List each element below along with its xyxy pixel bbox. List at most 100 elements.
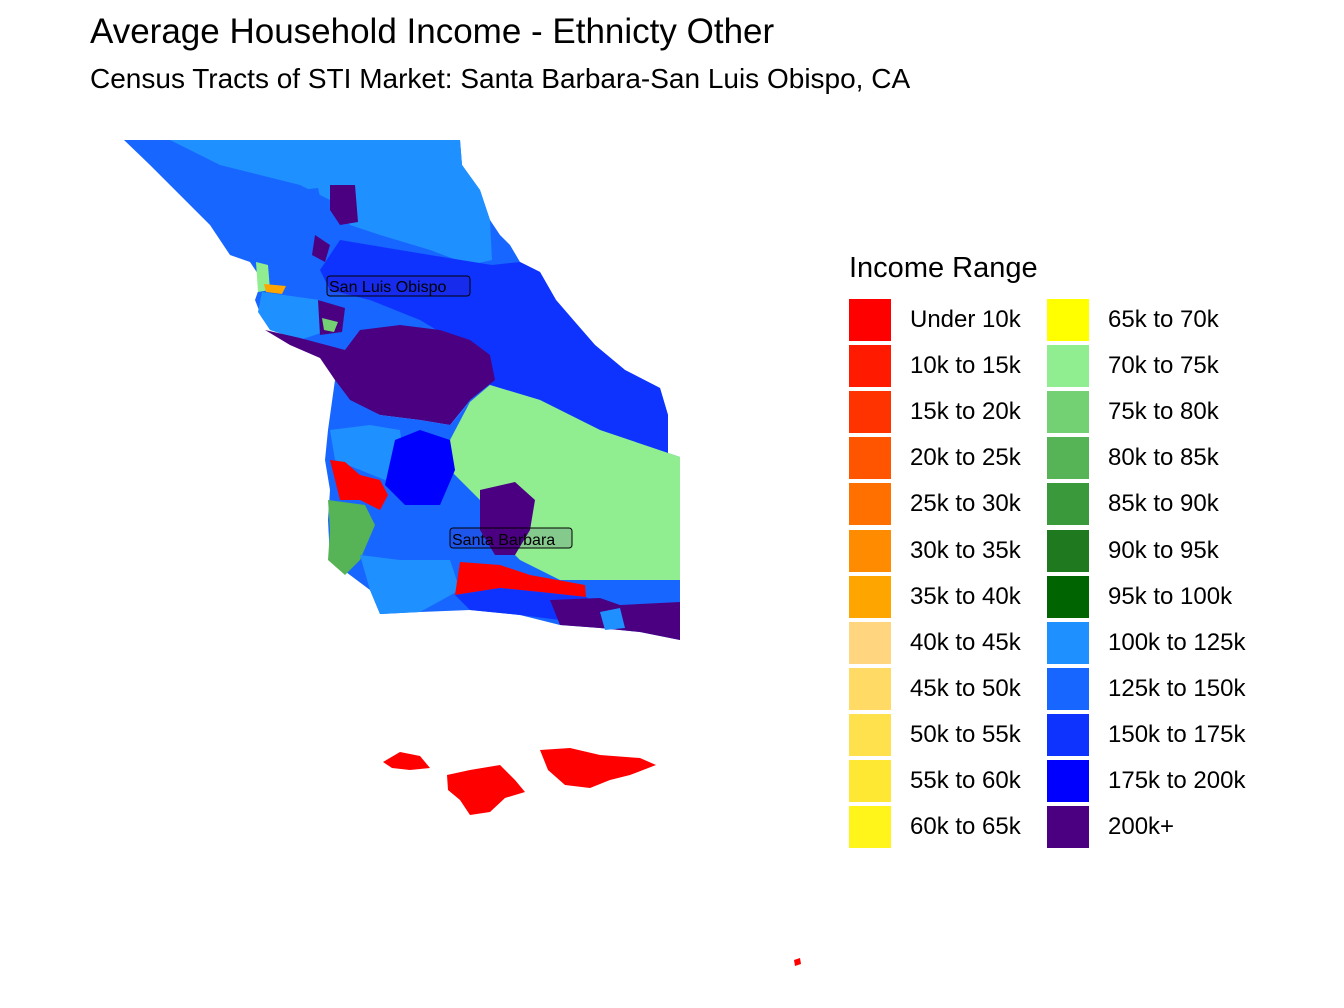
tract-lompoc-south (360, 555, 460, 614)
legend-swatch (849, 437, 891, 480)
legend-label: 125k to 150k (1108, 674, 1246, 702)
legend-label: Under 10k (910, 306, 1021, 334)
legend-item: 40k to 45k (849, 620, 1047, 666)
legend-swatch (1047, 529, 1089, 572)
tract-morro-bay (264, 284, 286, 294)
island-santa-rosa (447, 765, 525, 815)
legend-item: 35k to 40k (849, 574, 1047, 620)
legend-swatch (1047, 483, 1089, 526)
legend-swatch (849, 621, 891, 664)
legend-swatch (849, 575, 891, 618)
legend-swatch (849, 759, 891, 802)
legend-label: 25k to 30k (910, 490, 1021, 518)
tract-paso-robles (330, 185, 358, 225)
legend-label: 85k to 90k (1108, 490, 1219, 518)
svg-text:Santa Barbara: Santa Barbara (452, 532, 555, 549)
legend-swatch (849, 806, 891, 849)
legend-swatch (1047, 667, 1089, 710)
legend-label: 75k to 80k (1108, 398, 1219, 426)
legend-item: 65k to 70k (1047, 297, 1245, 343)
legend-label: 40k to 45k (910, 628, 1021, 656)
island-san-miguel (383, 752, 430, 770)
legend-item: 45k to 50k (849, 666, 1047, 712)
legend-label: 200k+ (1108, 813, 1175, 841)
legend-swatch (1047, 713, 1089, 756)
legend-swatch (849, 667, 891, 710)
legend-column-1: Under 10k 10k to 15k 15k to 20k 20k to 25k 2… (849, 297, 1047, 850)
tract-slo-green (322, 318, 338, 332)
legend-label: 20k to 25k (910, 444, 1021, 472)
legend-swatch (849, 529, 891, 572)
legend-swatch (1047, 437, 1089, 480)
city-label-santa-barbara: Santa Barbara (449, 527, 573, 549)
tract-coast-slo (258, 292, 330, 340)
legend-swatch (849, 391, 891, 434)
legend-item: 60k to 65k (849, 804, 1047, 850)
tract-santa-ynez (370, 495, 480, 560)
legend-swatch (849, 299, 891, 342)
legend-label: 150k to 175k (1108, 720, 1246, 748)
legend-item: 30k to 35k (849, 527, 1047, 573)
legend-item: 70k to 75k (1047, 343, 1245, 389)
tract-santa-maria (330, 425, 405, 480)
legend-columns: Under 10k 10k to 15k 15k to 20k 20k to 25k 2… (849, 297, 1245, 850)
tract-carpinteria (600, 608, 625, 630)
tract-goleta-red (455, 562, 586, 597)
legend-item: 200k+ (1047, 804, 1245, 850)
legend-item: 55k to 60k (849, 758, 1047, 804)
island-santa-barbara (794, 958, 801, 966)
city-label-san-luis-obispo: San Luis Obispo (326, 275, 471, 297)
island-santa-cruz (540, 748, 656, 788)
legend-swatch (849, 713, 891, 756)
legend-swatch (1047, 345, 1089, 388)
legend-label: 95k to 100k (1108, 582, 1233, 610)
legend-swatch (1047, 575, 1089, 618)
tract-santa-barbara-purple (480, 482, 535, 555)
legend-swatch (849, 345, 891, 388)
legend-swatch (1047, 299, 1089, 342)
legend-label: 60k to 65k (910, 813, 1021, 841)
tract-templeton (300, 188, 322, 208)
legend-item: 150k to 175k (1047, 712, 1245, 758)
legend-item: 175k to 200k (1047, 758, 1245, 804)
legend-item: 100k to 125k (1047, 620, 1245, 666)
legend-swatch (1047, 621, 1089, 664)
legend-title: Income Range (849, 252, 1038, 284)
legend-item: 95k to 100k (1047, 574, 1245, 620)
legend-item: 90k to 95k (1047, 527, 1245, 573)
legend-label: 30k to 35k (910, 536, 1021, 564)
tract-arroyo-grande (265, 325, 495, 425)
legend-item: 75k to 80k (1047, 389, 1245, 435)
legend-item: 85k to 90k (1047, 481, 1245, 527)
legend-label: 175k to 200k (1108, 766, 1246, 794)
legend-swatch (1047, 759, 1089, 802)
tract-orcutt-red (330, 460, 388, 510)
legend-label: 90k to 95k (1108, 536, 1219, 564)
legend-label: 80k to 85k (1108, 444, 1219, 472)
legend-label: 70k to 75k (1108, 352, 1219, 380)
legend-label: 35k to 40k (910, 582, 1021, 610)
tract-central-bright (320, 240, 668, 455)
map-subtitle: Census Tracts of STI Market: Santa Barba… (90, 63, 911, 94)
legend-label: 100k to 125k (1108, 628, 1246, 656)
legend-swatch (849, 483, 891, 526)
legend-item: 10k to 15k (849, 343, 1047, 389)
legend-swatch (1047, 806, 1089, 849)
legend-label: 55k to 60k (910, 766, 1021, 794)
tract-atascadero (312, 235, 330, 262)
tract-lompoc-green (328, 500, 375, 575)
legend-item: Under 10k (849, 297, 1047, 343)
legend-label: 10k to 15k (910, 352, 1021, 380)
legend-column-2: 65k to 70k 70k to 75k 75k to 80k 80k to 85k… (1047, 297, 1245, 850)
legend-label: 45k to 50k (910, 674, 1021, 702)
tract-north-light (170, 140, 492, 265)
legend-item: 20k to 25k (849, 435, 1047, 481)
legend-label: 50k to 55k (910, 720, 1021, 748)
legend-label: 15k to 20k (910, 398, 1021, 426)
legend-item: 25k to 30k (849, 481, 1047, 527)
legend-label: 65k to 70k (1108, 306, 1219, 334)
legend-item: 15k to 20k (849, 389, 1047, 435)
legend-item: 125k to 150k (1047, 666, 1245, 712)
legend-swatch (1047, 391, 1089, 434)
